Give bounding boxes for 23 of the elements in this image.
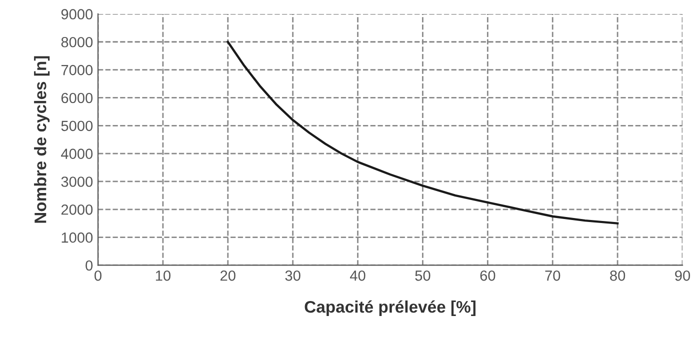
y-tick-label: 2000 — [61, 204, 93, 215]
y-tick-label: 6000 — [61, 92, 93, 104]
x-tick-label: 0 — [94, 270, 102, 281]
y-axis-title: Nombre de cycles [n] — [34, 56, 50, 223]
y-tick-label: 3000 — [61, 176, 93, 187]
x-tick-label: 90 — [675, 270, 690, 281]
y-tick-label: 8000 — [61, 36, 93, 48]
x-tick-label: 60 — [480, 270, 496, 281]
y-tick-label: 9000 — [61, 9, 93, 20]
y-tick-label: 7000 — [61, 64, 93, 76]
x-tick-label: 30 — [285, 270, 300, 281]
x-axis-title: Capacité prélevée [%] — [304, 300, 476, 316]
x-tick-label: 70 — [545, 270, 560, 281]
y-tick-label: 4000 — [61, 148, 93, 159]
x-tick-label: 80 — [610, 270, 626, 281]
y-tick-label: 5000 — [61, 120, 93, 132]
line-series — [226, 40, 619, 224]
y-tick-label: 1000 — [62, 232, 93, 243]
x-tick-label: 10 — [156, 270, 170, 281]
x-tick-label: 50 — [415, 270, 430, 281]
x-tick-label: 40 — [350, 270, 366, 281]
x-tick-label: 20 — [220, 270, 236, 281]
y-tick-label: 0 — [86, 260, 93, 271]
